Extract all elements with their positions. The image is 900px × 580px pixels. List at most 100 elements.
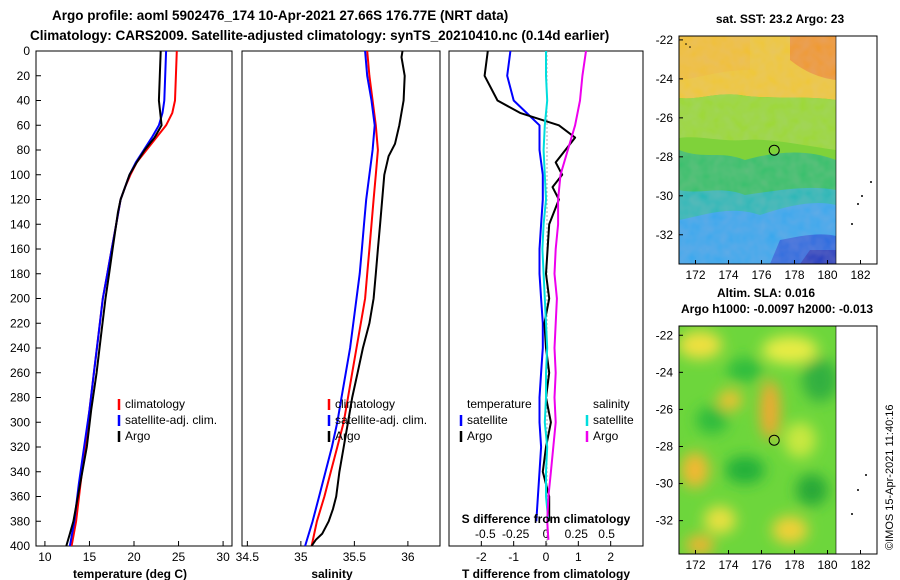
island-dots <box>851 474 867 515</box>
latitude-tick-label: -22 <box>656 33 674 47</box>
depth-tick-label: 180 <box>10 267 30 281</box>
latitude-tick-label: -28 <box>656 150 674 164</box>
t-difference-legend: temperature satellite Argo <box>459 397 532 443</box>
t-difference-tick-label: 0 <box>543 550 550 564</box>
depth-tick-label: 0 <box>23 44 30 58</box>
salinity-tick-label: 36 <box>401 550 415 564</box>
t-difference-tick-label: 1 <box>575 550 582 564</box>
latitude-tick-label: -28 <box>656 439 674 453</box>
temperature-tick-label: 25 <box>172 550 186 564</box>
island-dots <box>685 43 872 225</box>
latitude-tick-label: -26 <box>656 111 674 125</box>
temperature-axis-label: temperature (deg C) <box>73 567 187 580</box>
temperature-tick-label: 20 <box>127 550 141 564</box>
t-difference-tick-label: -2 <box>476 550 487 564</box>
depth-tick-label: 300 <box>10 415 30 429</box>
sst-heatmap <box>679 36 836 264</box>
longitude-tick-label: 172 <box>685 268 705 282</box>
depth-tick-label: 20 <box>17 69 31 83</box>
sla-latitude-ticks: -22 -24 -26 -28 -30 -32 <box>656 328 683 528</box>
latitude-tick-label: -26 <box>656 402 674 416</box>
series-s-argo-line <box>546 50 587 540</box>
temperature-legend: climatology satellite-adj. clim. Argo <box>117 397 217 443</box>
legend-satellite-label: satellite-adj. clim. <box>335 413 427 427</box>
latitude-tick-label: -32 <box>656 514 674 528</box>
sst-map-panel: sat. SST: 23.2 Argo: 23 172 174 176 178 180 1… <box>656 12 878 282</box>
legend-s-argo-label: Argo <box>593 429 619 443</box>
depth-tick-label: 100 <box>10 168 30 182</box>
depth-tick-label: 280 <box>10 391 30 405</box>
sla-map-title-1: Altim. SLA: 0.016 <box>717 286 815 300</box>
salinity-axis-label: salinity <box>311 567 353 580</box>
salinity-series <box>304 50 406 547</box>
header-line-2: Climatology: CARS2009. Satellite-adjuste… <box>30 28 609 43</box>
depth-tick-label: 140 <box>10 217 30 231</box>
latitude-tick-label: -24 <box>656 72 674 86</box>
depth-tick-label: 200 <box>10 292 30 306</box>
longitude-tick-label: 176 <box>751 268 771 282</box>
legend-climatology-label: climatology <box>125 397 185 411</box>
longitude-tick-label: 178 <box>784 558 804 572</box>
salinity-tick-label: 34.5 <box>236 550 260 564</box>
s-difference-tick-label: -0.5 <box>475 527 496 541</box>
t-difference-axis-ticks: -2 -1 0 1 2 <box>476 541 614 564</box>
depth-tick-label: 260 <box>10 366 30 380</box>
imos-credit: ©IMOS 15-Apr-2021 11:40:16 <box>884 405 896 550</box>
depth-tick-label: 340 <box>10 465 30 479</box>
latitude-tick-label: -30 <box>656 189 674 203</box>
legend-argo-label: Argo <box>335 429 361 443</box>
legend-argo-label: Argo <box>125 429 151 443</box>
sla-heatmap <box>679 326 836 554</box>
salinity-plot-frame <box>241 50 441 547</box>
series-satellite-adj-clim--line <box>304 50 376 547</box>
temperature-panel: 0 20 40 60 80 100 120 140 160 180 200 220 240 260 280 3… <box>10 44 233 580</box>
s-difference-axis-ticks: -0.5 -0.25 0 0.25 0.5 <box>475 527 615 541</box>
legend-climatology-label: climatology <box>335 397 395 411</box>
depth-tick-label: 160 <box>10 242 30 256</box>
argo-location-marker <box>768 434 780 446</box>
legend-salinity-title: salinity <box>593 397 630 411</box>
depth-tick-label: 380 <box>10 514 30 528</box>
salinity-legend: climatology satellite-adj. clim. Argo <box>327 397 427 443</box>
latitude-tick-label: -24 <box>656 365 674 379</box>
longitude-tick-label: 180 <box>817 558 837 572</box>
sla-map-frame <box>678 325 878 555</box>
depth-tick-label: 80 <box>17 143 31 157</box>
difference-series <box>483 50 587 540</box>
s-difference-legend: salinity satellite Argo <box>585 397 634 443</box>
longitude-tick-label: 178 <box>784 268 804 282</box>
longitude-tick-label: 182 <box>850 558 870 572</box>
header-line-1: Argo profile: aoml 5902476_174 10-Apr-20… <box>52 8 508 23</box>
legend-t-satellite-label: satellite <box>467 413 508 427</box>
temperature-series <box>65 50 178 547</box>
temperature-tick-label: 15 <box>83 550 97 564</box>
t-difference-tick-label: -1 <box>508 550 519 564</box>
legend-satellite-label: satellite-adj. clim. <box>125 413 217 427</box>
sst-latitude-ticks: -22 -24 -26 -28 -30 -32 <box>656 33 683 242</box>
s-difference-tick-label: 0 <box>543 527 550 541</box>
temperature-tick-label: 10 <box>38 550 52 564</box>
argo-location-marker <box>768 144 780 156</box>
legend-temperature-title: temperature <box>467 397 532 411</box>
series-argo-line <box>65 50 163 547</box>
salinity-tick-label: 35.5 <box>343 550 367 564</box>
temperature-plot-frame <box>35 50 233 547</box>
longitude-tick-label: 172 <box>685 558 705 572</box>
longitude-tick-label: 174 <box>718 558 738 572</box>
depth-tick-label: 240 <box>10 341 30 355</box>
latitude-tick-label: -30 <box>656 477 674 491</box>
series-s-satellite-line <box>541 51 550 522</box>
temperature-tick-label: 30 <box>216 550 230 564</box>
t-difference-axis-label: T difference from climatology <box>462 567 630 580</box>
sla-map-panel: Altim. SLA: 0.016 Argo h1000: -0.0097 h2… <box>656 286 878 572</box>
depth-tick-label: 220 <box>10 316 30 330</box>
longitude-tick-label: 176 <box>751 558 771 572</box>
latitude-tick-label: -22 <box>656 328 674 342</box>
sla-longitude-ticks: 172 174 176 178 180 182 <box>685 550 871 572</box>
s-difference-tick-label: 0.5 <box>598 527 615 541</box>
difference-panel: -2 -1 0 1 2 -0.5 -0.25 0 0.25 0.5 T difference f… <box>448 50 644 580</box>
depth-tick-label: 60 <box>17 118 31 132</box>
latitude-tick-label: -32 <box>656 228 674 242</box>
salinity-axis-ticks: 34.5 35 35.5 36 <box>236 541 415 564</box>
